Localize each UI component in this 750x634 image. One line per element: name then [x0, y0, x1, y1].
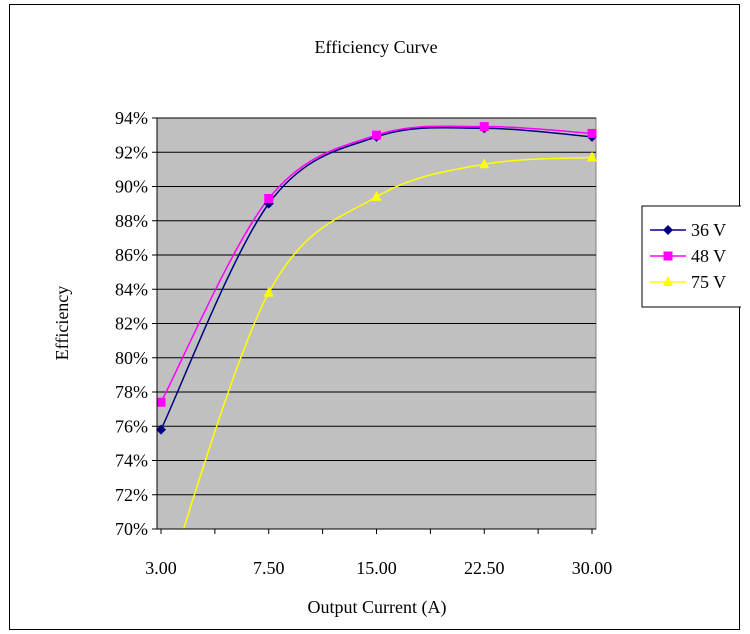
y-tick-label: 80% — [115, 348, 148, 368]
x-tick-label: 15.00 — [356, 558, 397, 578]
y-tick-label: 70% — [115, 519, 148, 539]
data-point — [587, 151, 597, 162]
x-tick-labels: 3.00 7.50 15.00 22.50 30.00 — [145, 558, 612, 578]
y-tick-labels: 70% 72% 74% 76% 78% 80% 82% 84% 86% 88% 90% 92% 94% — [115, 108, 148, 539]
series-line-2 — [182, 156, 593, 529]
x-axis-title: Output Current (A) — [308, 597, 447, 618]
chart-title: Efficiency Curve — [314, 37, 437, 57]
y-tick-label: 78% — [115, 382, 148, 402]
data-point — [263, 286, 274, 297]
legend-label: 36 V — [691, 220, 726, 240]
x-tick-label: 22.50 — [464, 558, 505, 578]
legend-marker — [663, 276, 673, 286]
legend: 36 V 48 V 75 V — [641, 205, 741, 308]
legend-label: 48 V — [691, 246, 726, 266]
y-tick-label: 94% — [115, 108, 148, 128]
legend-label: 75 V — [691, 272, 726, 292]
data-point — [156, 424, 166, 435]
data-point — [587, 128, 597, 138]
y-tick-label: 92% — [115, 142, 148, 162]
y-tick-label: 84% — [115, 279, 148, 299]
y-tick-label: 88% — [115, 211, 148, 231]
legend-marker — [663, 251, 673, 261]
data-point — [371, 190, 382, 201]
chart-frame: Efficiency Curve 70% 72% 74% 76% 78% 80% 82% 84… — [9, 4, 741, 630]
data-point — [479, 122, 489, 132]
data-point — [372, 130, 381, 140]
y-tick-label: 90% — [115, 177, 148, 197]
y-tick-label: 72% — [115, 485, 148, 505]
y-tick-label: 86% — [115, 245, 148, 265]
markers-layer — [156, 122, 597, 435]
series-line-0 — [160, 126, 593, 430]
y-tick-label: 82% — [115, 314, 148, 334]
y-axis-title: Efficiency — [52, 286, 72, 361]
data-point — [156, 397, 166, 407]
x-tick-label: 7.50 — [253, 558, 285, 578]
y-tick-label: 76% — [115, 416, 148, 436]
x-tick-label: 3.00 — [145, 558, 177, 578]
series-layer — [160, 125, 593, 529]
y-tick-label: 74% — [115, 451, 148, 471]
x-axis-ticks — [160, 529, 593, 534]
x-tick-label: 30.00 — [572, 558, 613, 578]
series-line-1 — [160, 125, 593, 403]
data-point — [479, 158, 490, 169]
chart: Efficiency Curve 70% 72% 74% 76% 78% 80% 82% 84… — [52, 37, 741, 618]
legend-marker — [663, 225, 673, 235]
gridlines — [152, 117, 596, 530]
data-point — [264, 193, 274, 203]
